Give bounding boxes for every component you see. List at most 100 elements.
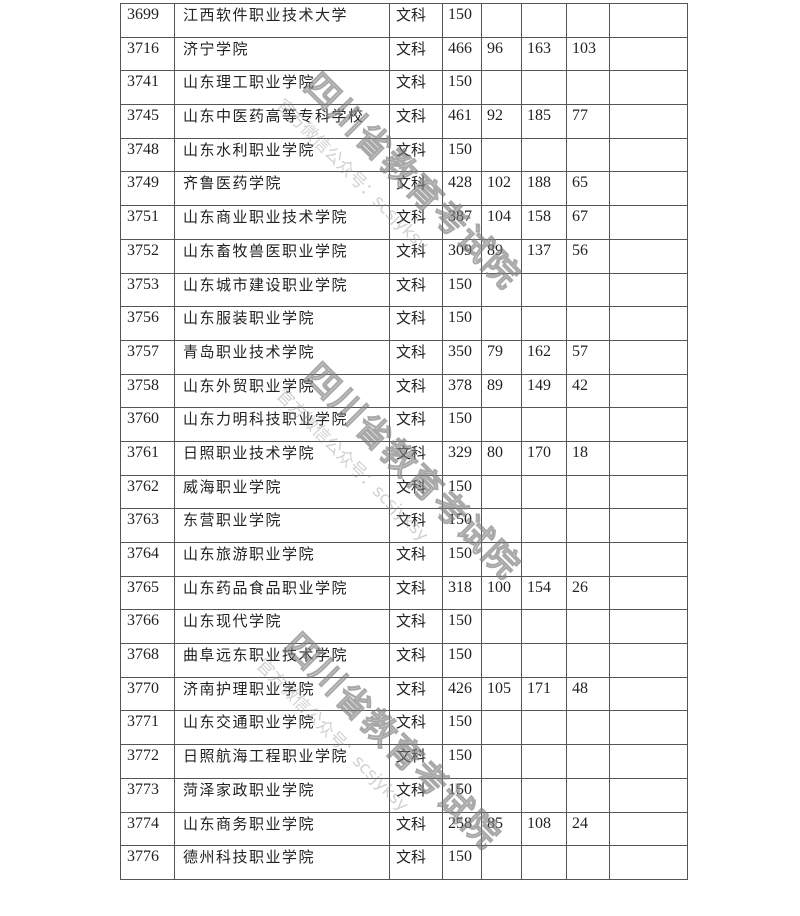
table-row: 3771 山东交通职业学院 文科 150 (120, 710, 688, 746)
cell-code: 3771 (120, 710, 175, 746)
cell-value (521, 272, 567, 308)
table-row: 3748 山东水利职业学院 文科 150 (120, 137, 688, 173)
cell-value: 158 (521, 205, 567, 240)
cell-code: 3751 (120, 205, 175, 240)
cell-code: 3745 (120, 104, 175, 139)
cell-score: 150 (442, 643, 482, 678)
cell-name: 德州科技职业学院 (174, 845, 390, 880)
cell-name: 山东现代学院 (174, 609, 390, 645)
cell-value (566, 609, 610, 645)
cell-value (481, 609, 522, 645)
cell-score: 378 (442, 373, 482, 409)
cell-subject: 文科 (389, 205, 443, 240)
cell-value (566, 272, 610, 308)
cell-value (566, 306, 610, 341)
cell-code: 3757 (120, 339, 175, 375)
cell-value (521, 407, 567, 442)
cell-value: 108 (521, 811, 567, 847)
cell-code: 3772 (120, 744, 175, 779)
cell-score: 466 (442, 36, 482, 72)
table-row: 3756 山东服装职业学院 文科 150 (120, 306, 688, 341)
cell-subject: 文科 (389, 440, 443, 476)
cell-value: 162 (521, 339, 567, 375)
cell-name: 日照航海工程职业学院 (174, 744, 390, 779)
cell-notes (609, 306, 688, 341)
cell-score: 309 (442, 238, 482, 274)
cell-code: 3716 (120, 36, 175, 72)
cell-notes (609, 36, 688, 72)
cell-subject: 文科 (389, 643, 443, 678)
cell-value: 92 (481, 104, 522, 139)
cell-subject: 文科 (389, 238, 443, 274)
cell-code: 3741 (120, 70, 175, 106)
cell-value (481, 137, 522, 173)
cell-value (566, 744, 610, 779)
cell-code: 3763 (120, 508, 175, 543)
cell-subject: 文科 (389, 339, 443, 375)
table-row: 3751 山东商业职业技术学院 文科 387 104 158 67 (120, 205, 688, 240)
cell-notes (609, 676, 688, 712)
cell-subject: 文科 (389, 710, 443, 746)
cell-value (566, 474, 610, 510)
cell-value: 48 (566, 676, 610, 712)
cell-code: 3765 (120, 575, 175, 611)
cell-value: 26 (566, 575, 610, 611)
cell-name: 山东商务职业学院 (174, 811, 390, 847)
cell-value (521, 474, 567, 510)
cell-code: 3756 (120, 306, 175, 341)
cell-name: 山东城市建设职业学院 (174, 272, 390, 308)
cell-value: 170 (521, 440, 567, 476)
cell-value (481, 3, 522, 38)
cell-name: 曲阜远东职业技术学院 (174, 643, 390, 678)
cell-value (481, 272, 522, 308)
cell-value (521, 777, 567, 813)
table-row: 3699 江西软件职业技术大学 文科 150 (120, 3, 688, 38)
table-row: 3772 日照航海工程职业学院 文科 150 (120, 744, 688, 779)
cell-value: 188 (521, 171, 567, 207)
cell-name: 山东水利职业学院 (174, 137, 390, 173)
cell-value: 67 (566, 205, 610, 240)
cell-notes (609, 609, 688, 645)
cell-value: 18 (566, 440, 610, 476)
cell-code: 3770 (120, 676, 175, 712)
cell-notes (609, 845, 688, 880)
cell-value (521, 609, 567, 645)
cell-value (521, 710, 567, 746)
cell-subject: 文科 (389, 474, 443, 510)
cell-name: 山东理工职业学院 (174, 70, 390, 106)
cell-value (521, 542, 567, 577)
cell-code: 3774 (120, 811, 175, 847)
cell-subject: 文科 (389, 845, 443, 880)
cell-notes (609, 238, 688, 274)
cell-value: 89 (481, 373, 522, 409)
cell-subject: 文科 (389, 542, 443, 577)
admission-score-table: 3699 江西软件职业技术大学 文科 150 3716 济宁学院 文科 466 96 163 103… (120, 3, 688, 880)
cell-subject: 文科 (389, 306, 443, 341)
cell-value (566, 643, 610, 678)
table-row: 3765 山东药品食品职业学院 文科 318 100 154 26 (120, 575, 688, 611)
cell-notes (609, 811, 688, 847)
cell-name: 山东中医药高等专科学校 (174, 104, 390, 139)
cell-subject: 文科 (389, 575, 443, 611)
cell-value (521, 508, 567, 543)
cell-notes (609, 440, 688, 476)
cell-name: 江西软件职业技术大学 (174, 3, 390, 38)
cell-notes (609, 137, 688, 173)
cell-score: 150 (442, 777, 482, 813)
cell-score: 387 (442, 205, 482, 240)
cell-score: 426 (442, 676, 482, 712)
cell-score: 461 (442, 104, 482, 139)
table-row: 3763 东营职业学院 文科 150 (120, 508, 688, 543)
cell-code: 3773 (120, 777, 175, 813)
cell-code: 3764 (120, 542, 175, 577)
cell-value (481, 474, 522, 510)
cell-value: 79 (481, 339, 522, 375)
cell-code: 3748 (120, 137, 175, 173)
cell-score: 150 (442, 542, 482, 577)
cell-score: 258 (442, 811, 482, 847)
cell-value (566, 137, 610, 173)
cell-notes (609, 643, 688, 678)
cell-subject: 文科 (389, 171, 443, 207)
cell-name: 山东畜牧兽医职业学院 (174, 238, 390, 274)
cell-value: 102 (481, 171, 522, 207)
